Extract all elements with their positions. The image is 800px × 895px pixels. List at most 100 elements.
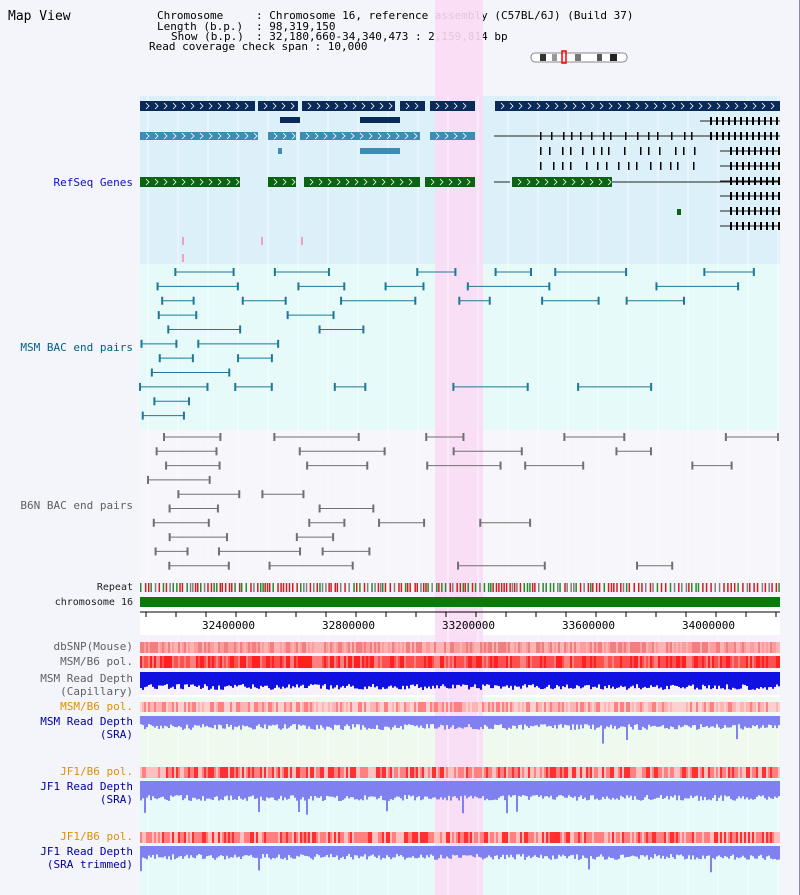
msm-depth-sra-bar	[512, 716, 514, 726]
msm-depth-sra-bar	[766, 716, 768, 728]
jf1-depth-trimmed-bar	[690, 846, 692, 860]
msm-b6-pol-heat	[402, 656, 404, 668]
jf1-b6-pol-2-heat	[440, 832, 442, 843]
jf1-b6-pol-2-heat	[494, 832, 496, 843]
jf1-b6-pol-2-heat	[496, 832, 498, 843]
gene-exon	[772, 207, 774, 215]
jf1-depth-trimmed-bar	[694, 846, 696, 860]
jf1-depth-sra-bar	[350, 781, 352, 798]
repeat-mark	[492, 583, 494, 592]
dbsnp-heat	[554, 642, 556, 653]
msm-b6-pol-heat	[754, 656, 756, 668]
msm-depth-sra-bar	[536, 716, 538, 726]
msm-b6-pol-heat	[686, 656, 688, 668]
msm-depth-sra-bar	[662, 716, 664, 726]
msm-depth-sra-bar	[362, 716, 364, 726]
jf1-depth-trimmed-bar	[598, 846, 600, 857]
jf1-b6-pol-2-heat	[158, 832, 160, 843]
jf1-depth-trimmed-bar	[454, 846, 456, 856]
b6n-bac-pair	[208, 475, 211, 484]
msm-b6-pol-heat	[214, 656, 216, 668]
msm-b6-pol-2-heat	[150, 702, 152, 712]
dbsnp-heat	[320, 642, 322, 653]
repeat-mark	[695, 583, 697, 592]
jf1-depth-sra-bar	[196, 781, 198, 800]
msm-bac-pair	[625, 296, 628, 305]
dbsnp-heat	[614, 642, 616, 653]
jf1-depth-sra-bar	[734, 781, 736, 801]
msm-depth-sra-bar	[558, 716, 560, 725]
msm-bac-pair	[158, 354, 161, 363]
jf1-b6-pol-heat	[324, 767, 326, 778]
msm-depth-capillary-bar	[262, 672, 264, 688]
msm-b6-pol-heat	[538, 656, 540, 668]
jf1-b6-pol-heat	[440, 767, 442, 778]
jf1-depth-sra-bar	[614, 781, 616, 800]
jf1-depth-sra-bar	[398, 781, 400, 797]
jf1-depth-sra-bar	[582, 781, 584, 799]
jf1-depth-sra-bar	[616, 781, 618, 799]
msm-depth-sra-bar	[146, 716, 148, 728]
msm-b6-pol-2-heat	[628, 702, 630, 712]
jf1-depth-sra-bar	[460, 781, 462, 797]
msm-b6-pol-2-heat	[248, 702, 250, 712]
msm-depth-capillary-bar	[506, 672, 508, 686]
msm-b6-pol-2-heat	[390, 702, 392, 712]
jf1-b6-pol-2-heat	[246, 832, 248, 843]
jf1-depth-trimmed-bar	[214, 846, 216, 860]
jf1-depth-trimmed-bar	[582, 846, 584, 856]
jf1-b6-pol-2-heat	[282, 832, 284, 843]
msm-b6-pol-2-heat	[576, 702, 578, 712]
msm-depth-capillary-bar	[594, 672, 596, 687]
msm-bac-pair	[414, 296, 417, 305]
msm-bac-pair	[139, 382, 142, 391]
dbsnp-heat	[458, 642, 460, 653]
dbsnp-heat	[674, 642, 676, 653]
gene-strand-arrow	[244, 102, 249, 110]
repeat-mark	[336, 583, 339, 592]
gene-exon	[582, 147, 584, 155]
jf1-b6-pol-2-heat	[690, 832, 692, 843]
gene-strand-arrow	[323, 132, 328, 140]
dbsnp-heat	[670, 642, 672, 653]
msm-depth-capillary-bar	[708, 672, 710, 686]
jf1-depth-sra-bar	[690, 781, 692, 796]
gene-strand-arrow	[273, 132, 278, 140]
msm-b6-pol-2-heat	[606, 702, 608, 712]
jf1-depth-sra-bar	[706, 781, 708, 801]
repeat-mark	[406, 583, 409, 592]
msm-depth-sra-bar	[490, 716, 492, 729]
gene-exon	[671, 132, 673, 140]
dbsnp-heat	[750, 642, 752, 653]
msm-depth-sra-bar	[642, 716, 644, 727]
dbsnp-heat	[480, 642, 482, 653]
msm-depth-sra-bar	[650, 716, 652, 727]
gene-exon	[648, 147, 650, 155]
msm-depth-sra-bar	[274, 716, 276, 726]
jf1-depth-sra-bar	[366, 781, 368, 800]
dbsnp-heat	[704, 642, 706, 653]
msm-depth-sra-bar	[702, 716, 704, 728]
msm-b6-pol-heat	[654, 656, 656, 668]
dbsnp-heat	[646, 642, 648, 653]
msm-b6-pol-heat	[338, 656, 340, 668]
repeat-mark	[449, 583, 452, 592]
gene-strand-arrow	[181, 132, 186, 140]
repeat-mark	[219, 583, 222, 592]
repeat-mark	[737, 583, 739, 592]
jf1-depth-sra-bar	[534, 781, 536, 796]
jf1-depth-trimmed-bar	[398, 846, 400, 857]
jf1-b6-pol-2-heat	[548, 832, 550, 843]
jf1-b6-pol-heat	[686, 767, 688, 778]
jf1-b6-pol-heat	[708, 767, 710, 778]
gene-strand-arrow	[581, 102, 586, 110]
dbsnp-heat	[304, 642, 306, 653]
jf1-depth-trimmed-bar	[304, 846, 306, 856]
msm-b6-pol-2-heat	[750, 702, 752, 712]
ideogram-band	[610, 54, 617, 61]
jf1-b6-pol-heat	[252, 767, 254, 778]
jf1-b6-pol-heat	[506, 767, 508, 778]
msm-b6-pol-2-heat	[152, 702, 154, 712]
jf1-depth-trimmed-bar	[282, 846, 284, 860]
msm-b6-pol-heat	[318, 656, 320, 668]
